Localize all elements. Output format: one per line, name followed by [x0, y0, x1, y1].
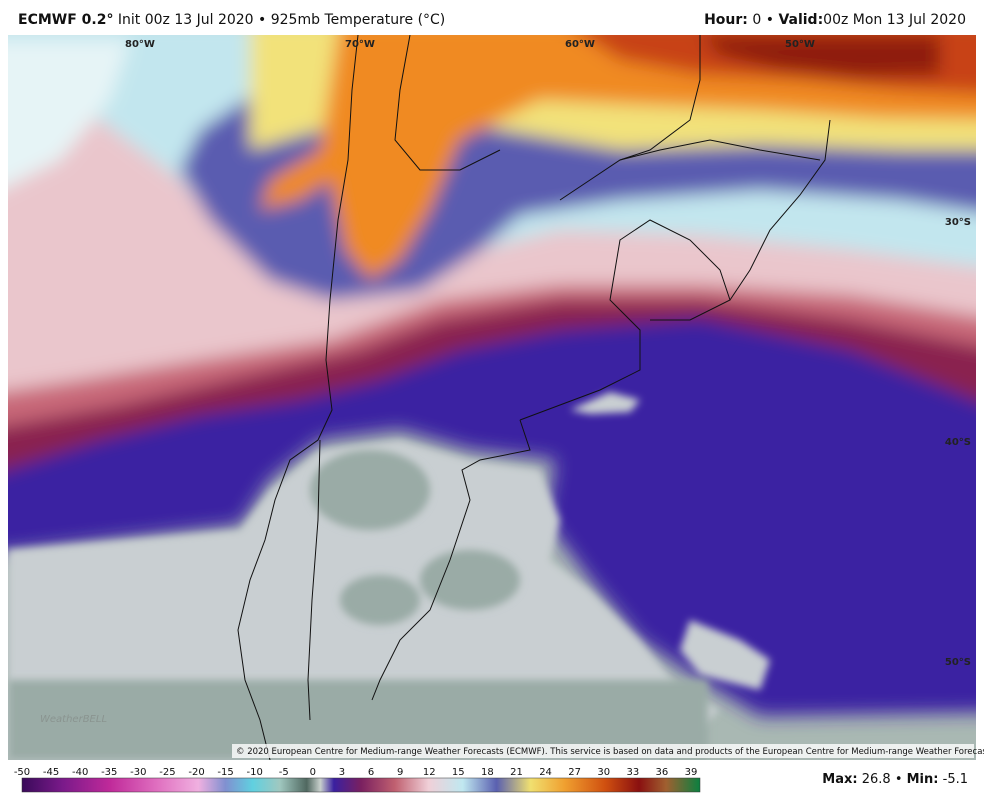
colorbar-label: -45	[43, 767, 59, 778]
colorbar-label: 9	[397, 767, 403, 778]
colorbar	[21, 777, 701, 793]
colorbar-label: -20	[188, 767, 204, 778]
colorbar-labels: -50 -45 -40 -35 -30 -25 -20 -15 -10 -5 0 3 6 9 12 15 18 2…	[14, 767, 698, 778]
hour-label: Hour:	[704, 12, 748, 28]
valid-label: Valid:	[778, 12, 824, 28]
colorbar-label: 36	[656, 767, 669, 778]
colorbar-label: -15	[217, 767, 233, 778]
logo: WeatherBELL	[40, 714, 107, 725]
colorbar-label: -10	[247, 767, 263, 778]
coastlines	[237, 35, 831, 760]
longitude-label: 60°W	[565, 39, 595, 50]
max-value: 26.8	[861, 772, 891, 787]
stats: Max: 26.8 • Min: -5.1	[822, 772, 968, 787]
colorbar-label: 30	[597, 767, 610, 778]
longitude-labels: 80°W 70°W 60°W 50°W	[125, 39, 815, 50]
colorbar-label: 18	[481, 767, 494, 778]
colorbar-label: 6	[368, 767, 374, 778]
colorbar-label: 0	[310, 767, 316, 778]
latitude-label: 50°S	[945, 657, 971, 668]
colorbar-label: 27	[568, 767, 581, 778]
init-info: Init 00z 13 Jul 2020 • 925mb Temperature…	[117, 12, 446, 28]
colorbar-label: 15	[452, 767, 465, 778]
header-right: Hour: 0 • Valid:00z Mon 13 Jul 2020	[704, 12, 966, 28]
latitude-label: 30°S	[945, 217, 971, 228]
longitude-label: 50°W	[785, 39, 815, 50]
credit: © 2020 European Centre for Medium-range …	[236, 747, 984, 757]
separator: •	[765, 12, 774, 28]
separator: •	[894, 772, 903, 787]
colorbar-label: -30	[130, 767, 146, 778]
colorbar-label: 12	[423, 767, 436, 778]
colorbar-label: -40	[72, 767, 88, 778]
longitude-label: 70°W	[345, 39, 375, 50]
colorbar-label: -35	[101, 767, 117, 778]
colorbar-label: -5	[279, 767, 289, 778]
hour-value: 0	[752, 12, 762, 28]
max-label: Max:	[822, 772, 858, 787]
model-name: ECMWF 0.2°	[18, 12, 114, 28]
min-value: -5.1	[942, 772, 968, 787]
credit-box	[232, 744, 974, 758]
colorbar-label: 33	[626, 767, 639, 778]
longitude-label: 80°W	[125, 39, 155, 50]
colorbar-label: 21	[510, 767, 523, 778]
colorbar-label: 3	[339, 767, 345, 778]
colorbar-label: 24	[539, 767, 552, 778]
latitude-labels: 30°S 40°S 50°S	[945, 217, 971, 668]
valid-value: 00z Mon 13 Jul 2020	[823, 12, 966, 28]
temperature-field	[8, 35, 976, 760]
latitude-label: 40°S	[945, 437, 971, 448]
colorbar-label: -25	[159, 767, 175, 778]
colorbar-label: 39	[685, 767, 698, 778]
min-label: Min:	[906, 772, 939, 787]
colorbar-label: -50	[14, 767, 30, 778]
header-left: ECMWF 0.2° Init 00z 13 Jul 2020 • 925mb …	[18, 12, 445, 28]
